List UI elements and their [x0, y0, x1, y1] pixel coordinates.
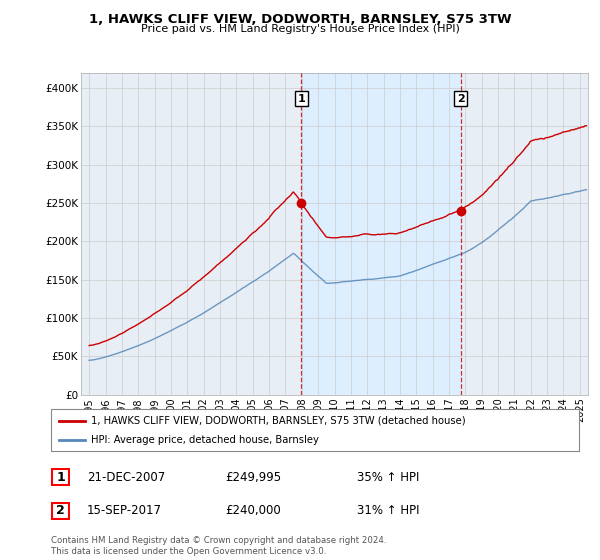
- Text: 1: 1: [56, 470, 65, 484]
- Text: Contains HM Land Registry data © Crown copyright and database right 2024.
This d: Contains HM Land Registry data © Crown c…: [51, 536, 386, 556]
- Text: 15-SEP-2017: 15-SEP-2017: [87, 504, 162, 517]
- Text: £249,995: £249,995: [225, 470, 281, 484]
- Text: £240,000: £240,000: [225, 504, 281, 517]
- Text: 1: 1: [298, 94, 305, 104]
- Text: 2: 2: [457, 94, 464, 104]
- Text: 2: 2: [56, 504, 65, 517]
- Text: HPI: Average price, detached house, Barnsley: HPI: Average price, detached house, Barn…: [91, 435, 319, 445]
- Text: 31% ↑ HPI: 31% ↑ HPI: [357, 504, 419, 517]
- Text: 1, HAWKS CLIFF VIEW, DODWORTH, BARNSLEY, S75 3TW (detached house): 1, HAWKS CLIFF VIEW, DODWORTH, BARNSLEY,…: [91, 416, 465, 426]
- Text: Price paid vs. HM Land Registry's House Price Index (HPI): Price paid vs. HM Land Registry's House …: [140, 24, 460, 34]
- Text: 35% ↑ HPI: 35% ↑ HPI: [357, 470, 419, 484]
- Text: 1, HAWKS CLIFF VIEW, DODWORTH, BARNSLEY, S75 3TW: 1, HAWKS CLIFF VIEW, DODWORTH, BARNSLEY,…: [89, 13, 511, 26]
- Bar: [301, 73, 461, 395]
- Text: 21-DEC-2007: 21-DEC-2007: [87, 470, 165, 484]
